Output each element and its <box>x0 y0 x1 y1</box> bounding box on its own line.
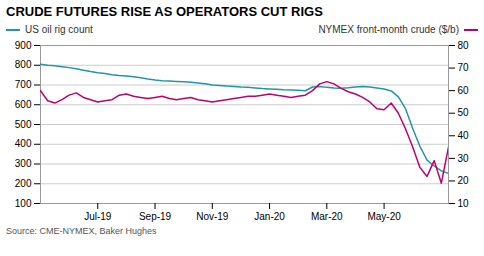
svg-text:600: 600 <box>15 99 32 110</box>
html-text:Source: CME-NYMEX, Baker Hughe: Source: CME-NYMEX, Baker Hughes <box>6 226 157 236</box>
svg-text:50: 50 <box>458 107 470 118</box>
html-text:CRUDE FUTURES RISE AS OPERATOR: CRUDE FUTURES RISE AS OPERATORS CUT RIGS <box>6 4 323 19</box>
svg-text:30: 30 <box>458 153 470 164</box>
svg-text:40: 40 <box>458 130 470 141</box>
svg-text:Jan-20: Jan-20 <box>254 211 285 222</box>
svg-text:700: 700 <box>15 79 32 90</box>
svg-text:100: 100 <box>15 198 32 209</box>
svg-text:400: 400 <box>15 138 32 149</box>
svg-text:800: 800 <box>15 59 32 70</box>
svg-text:200: 200 <box>15 178 32 189</box>
svg-text:10: 10 <box>458 198 470 209</box>
svg-text:Nov-19: Nov-19 <box>196 211 229 222</box>
svg-text:May-20: May-20 <box>367 211 401 222</box>
svg-text:Mar-20: Mar-20 <box>311 211 343 222</box>
svg-text:500: 500 <box>15 119 32 130</box>
svg-text:80: 80 <box>458 40 470 51</box>
svg-text:Jul-19: Jul-19 <box>84 211 112 222</box>
html-text:NYMEX front-month crude ($/b): NYMEX front-month crude ($/b) <box>318 24 459 35</box>
svg-text:Sep-19: Sep-19 <box>139 211 172 222</box>
svg-text:300: 300 <box>15 158 32 169</box>
svg-text:900: 900 <box>15 40 32 51</box>
svg-text:70: 70 <box>458 62 470 73</box>
html-text:US oil rig count: US oil rig count <box>25 24 93 35</box>
svg-text:60: 60 <box>458 85 470 96</box>
svg-text:20: 20 <box>458 175 470 186</box>
